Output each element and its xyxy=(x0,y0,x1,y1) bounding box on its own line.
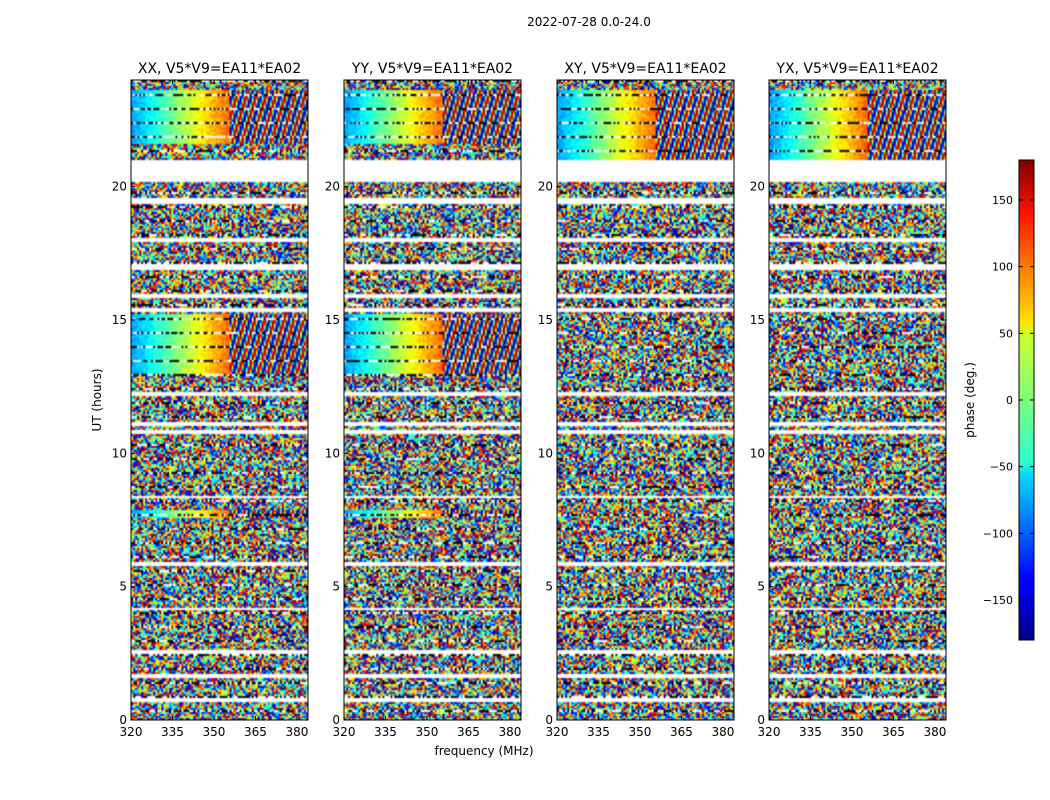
y-tick-label: 20 xyxy=(538,180,553,194)
panel-xx: XX, V5*V9=EA11*EA02 320 335 350 365 380 0 5 10 15… xyxy=(112,61,309,739)
colorbar-tick-label: 150 xyxy=(992,194,1013,207)
panel-yx-phase-image xyxy=(769,80,946,720)
x-tick-label: 335 xyxy=(161,725,184,739)
x-tick-label: 365 xyxy=(244,725,267,739)
panel-frame xyxy=(556,79,735,721)
x-tick-label: 380 xyxy=(923,725,946,739)
y-tick-label: 0 xyxy=(545,713,553,727)
colorbar: 150 100 50 0 −50 −100 −150 xyxy=(983,159,1035,641)
y-tick-label: 5 xyxy=(545,580,553,594)
y-tick-label: 10 xyxy=(538,446,553,460)
y-tick-label: 0 xyxy=(757,713,765,727)
colorbar-tick-label: 100 xyxy=(992,261,1013,274)
x-tick-label: 335 xyxy=(799,725,822,739)
panel-frame xyxy=(768,79,947,721)
panel-title: XY, V5*V9=EA11*EA02 xyxy=(564,61,726,77)
colorbar-tick-label: −50 xyxy=(990,461,1013,474)
panel-yy-phase-image xyxy=(344,80,521,720)
x-tick-label: 365 xyxy=(457,725,480,739)
x-tick-label: 350 xyxy=(841,725,864,739)
panels-group: XX, V5*V9=EA11*EA02 320 335 350 365 380 0 5 10 15… xyxy=(112,61,947,739)
y-tick-label: 15 xyxy=(112,313,127,327)
panel-title: XX, V5*V9=EA11*EA02 xyxy=(138,61,301,77)
x-tick-label: 320 xyxy=(546,725,569,739)
suptitle: 2022-07-28 0.0-24.0 xyxy=(527,15,651,29)
y-tick-label: 15 xyxy=(750,313,765,327)
y-tick-label: 5 xyxy=(119,580,127,594)
x-tick-label: 320 xyxy=(758,725,781,739)
x-tick-label: 350 xyxy=(203,725,226,739)
colorbar-tick-label: −100 xyxy=(983,527,1013,540)
y-tick-label: 5 xyxy=(332,580,340,594)
panel-yy: YY, V5*V9=EA11*EA02 320 335 350 365 380 0 5 10 15… xyxy=(325,61,522,739)
x-tick-label: 320 xyxy=(333,725,356,739)
colorbar-tick-label: −150 xyxy=(983,594,1013,607)
y-tick-label: 10 xyxy=(325,446,340,460)
y-axis-label: UT (hours) xyxy=(90,368,104,431)
y-tick-label: 10 xyxy=(750,446,765,460)
x-tick-label: 380 xyxy=(285,725,308,739)
y-tick-label: 10 xyxy=(112,446,127,460)
y-tick-label: 20 xyxy=(750,180,765,194)
x-tick-label: 380 xyxy=(498,725,521,739)
x-tick-label: 335 xyxy=(374,725,397,739)
x-tick-label: 320 xyxy=(120,725,143,739)
x-tick-label: 350 xyxy=(416,725,439,739)
x-tick-label: 350 xyxy=(629,725,652,739)
y-tick-label: 5 xyxy=(757,580,765,594)
panel-xx-phase-image xyxy=(131,80,308,720)
panel-frame xyxy=(130,79,309,721)
y-tick-label: 15 xyxy=(325,313,340,327)
x-tick-label: 380 xyxy=(711,725,734,739)
y-tick-label: 0 xyxy=(119,713,127,727)
colorbar-label: phase (deg.) xyxy=(963,362,977,438)
panel-frame xyxy=(343,79,522,721)
y-tick-label: 20 xyxy=(325,180,340,194)
x-tick-label: 365 xyxy=(670,725,693,739)
panel-xy: XY, V5*V9=EA11*EA02 320 335 350 365 380 0 5 10 15… xyxy=(538,61,735,739)
colorbar-tick-label: 50 xyxy=(999,327,1013,340)
x-axis-label: frequency (MHz) xyxy=(434,744,533,758)
y-tick-label: 15 xyxy=(538,313,553,327)
y-tick-label: 20 xyxy=(112,180,127,194)
panel-title: YY, V5*V9=EA11*EA02 xyxy=(351,61,513,77)
y-tick-label: 0 xyxy=(332,713,340,727)
x-tick-label: 365 xyxy=(882,725,905,739)
panel-yx: YX, V5*V9=EA11*EA02 320 335 350 365 380 0 5 10 15… xyxy=(750,61,947,739)
panel-title: YX, V5*V9=EA11*EA02 xyxy=(775,61,938,77)
panel-xy-phase-image xyxy=(557,80,734,720)
x-tick-label: 335 xyxy=(587,725,610,739)
colorbar-tick-label: 0 xyxy=(1006,394,1013,407)
